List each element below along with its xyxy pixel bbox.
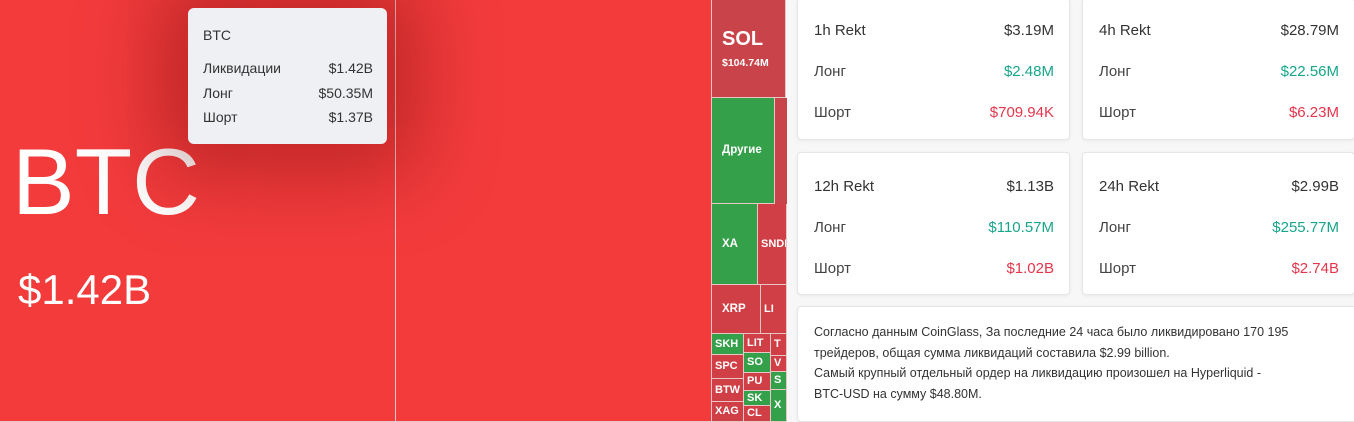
card-total: $3.19M — [1003, 22, 1054, 39]
tile-label: CL — [747, 407, 762, 419]
tile-label: SKH — [715, 337, 739, 350]
card-row-value: $22.56M — [1280, 63, 1339, 80]
tile-label: X — [774, 399, 782, 411]
tile-label: SK — [747, 392, 763, 404]
treemap-tile[interactable]: Другие — [712, 98, 775, 204]
card-row-label: Шорт — [814, 104, 851, 121]
card-title: 12h Rekt — [814, 178, 875, 195]
treemap-tile[interactable]: CL — [744, 406, 771, 422]
treemap-tile[interactable]: ETH$1.13B — [396, 0, 712, 422]
tile-value: $1.42B — [18, 266, 152, 313]
tooltip-title: BTC — [203, 27, 231, 43]
card-row-value: $709.94K — [989, 104, 1054, 121]
card-title: 1h Rekt — [814, 22, 866, 39]
card-row-label: Шорт — [1099, 104, 1136, 121]
treemap-tile[interactable]: XA — [712, 204, 758, 285]
tile-label: XRP — [722, 302, 746, 315]
tile-label: LI — [764, 302, 774, 315]
summary-card: Согласно данным CoinGlass, За последние … — [797, 306, 1354, 422]
treemap-tile[interactable]: BTW — [712, 379, 744, 402]
tile-label: Другие — [722, 144, 762, 156]
treemap-tile[interactable]: SNDK — [758, 204, 787, 285]
summary-line: BTC-USD на сумму $48.80M. — [814, 386, 982, 401]
treemap-tile[interactable]: XRP — [712, 285, 761, 334]
card-title: 4h Rekt — [1099, 22, 1151, 39]
treemap-tile[interactable]: X — [771, 390, 787, 422]
tile-label: SPC — [715, 360, 738, 372]
summary-line: Самый крупный отдельный ордер на ликвида… — [814, 366, 1262, 380]
tile-label: SO — [747, 356, 763, 368]
treemap-tile[interactable]: LIT — [744, 334, 771, 353]
treemap-tile[interactable]: S — [771, 372, 787, 390]
card-row-label: Лонг — [814, 219, 846, 236]
treemap-tile[interactable]: SK — [744, 391, 771, 406]
card-row-value: $2.74B — [1291, 260, 1339, 277]
treemap-tile[interactable]: SPC — [712, 355, 744, 379]
tile-label: SNDK — [761, 237, 786, 250]
tile-label: S — [774, 374, 782, 386]
treemap-tile[interactable]: T — [771, 334, 787, 356]
card-total: $28.79M — [1280, 22, 1339, 39]
card-row-label: Шорт — [1099, 260, 1136, 277]
rekt-card: 24h Rekt $2.99B Лонг $255.77M Шорт $2.74B — [1082, 152, 1354, 295]
tooltip: BTC Ликвидации $1.42B Лонг $50.35M Шорт $1.37B — [188, 8, 387, 144]
tile-strip-bg — [775, 98, 787, 204]
treemap-tile[interactable]: XAG — [712, 402, 744, 422]
card-total: $2.99B — [1291, 178, 1339, 195]
card-row-value: $2.48M — [1003, 63, 1054, 80]
tooltip-row-label: Лонг — [203, 84, 233, 101]
treemap-tile[interactable]: V — [771, 356, 787, 372]
treemap-tile[interactable]: SKH — [712, 334, 744, 355]
card-row-value: $110.57M — [988, 219, 1054, 236]
summary-line: Согласно данным CoinGlass, За последние … — [814, 325, 1289, 339]
card-row-value: $255.77M — [1272, 219, 1339, 236]
tooltip-row-label: Шорт — [203, 109, 238, 125]
card-row-label: Лонг — [1099, 219, 1131, 236]
treemap-tile[interactable]: LI — [761, 285, 787, 334]
tooltip-row-value: $1.42B — [328, 60, 373, 76]
tile-label: LIT — [747, 336, 764, 349]
tile-label: BTC — [12, 129, 200, 234]
summary-line: трейдеров, общая сумма ликвидаций состав… — [814, 345, 1170, 360]
card-title: 24h Rekt — [1099, 178, 1160, 195]
tile-label: PU — [747, 375, 763, 387]
tile-label: XA — [722, 237, 738, 250]
tile-value: $104.74M — [722, 57, 769, 69]
tile-label: T — [774, 338, 781, 350]
treemap-tile[interactable]: PU — [744, 373, 771, 391]
rekt-card: 12h Rekt $1.13B Лонг $110.57M Шорт $1.02B — [797, 152, 1070, 295]
tile-label: V — [774, 357, 782, 369]
rekt-card: 1h Rekt $3.19M Лонг $2.48M Шорт $709.94K — [797, 0, 1070, 140]
rekt-card: 4h Rekt $28.79M Лонг $22.56M Шорт $6.23M — [1082, 0, 1354, 140]
tile-label: BTW — [715, 383, 741, 396]
tile-label: SOL — [722, 28, 764, 50]
card-row-label: Лонг — [814, 63, 846, 80]
card-row-label: Лонг — [1099, 63, 1131, 80]
treemap-tile[interactable]: SO — [744, 353, 771, 373]
tooltip-row-label: Ликвидации — [203, 60, 282, 76]
card-total: $1.13B — [1006, 178, 1054, 195]
treemap-tile[interactable]: SOL $104.74M — [712, 0, 786, 98]
tooltip-row-value: $50.35M — [318, 84, 373, 101]
card-row-label: Шорт — [814, 260, 851, 277]
tooltip-row-value: $1.37B — [328, 109, 373, 125]
card-row-value: $6.23M — [1288, 104, 1339, 121]
card-row-value: $1.02B — [1006, 260, 1054, 277]
tile-label: XAG — [715, 405, 739, 417]
